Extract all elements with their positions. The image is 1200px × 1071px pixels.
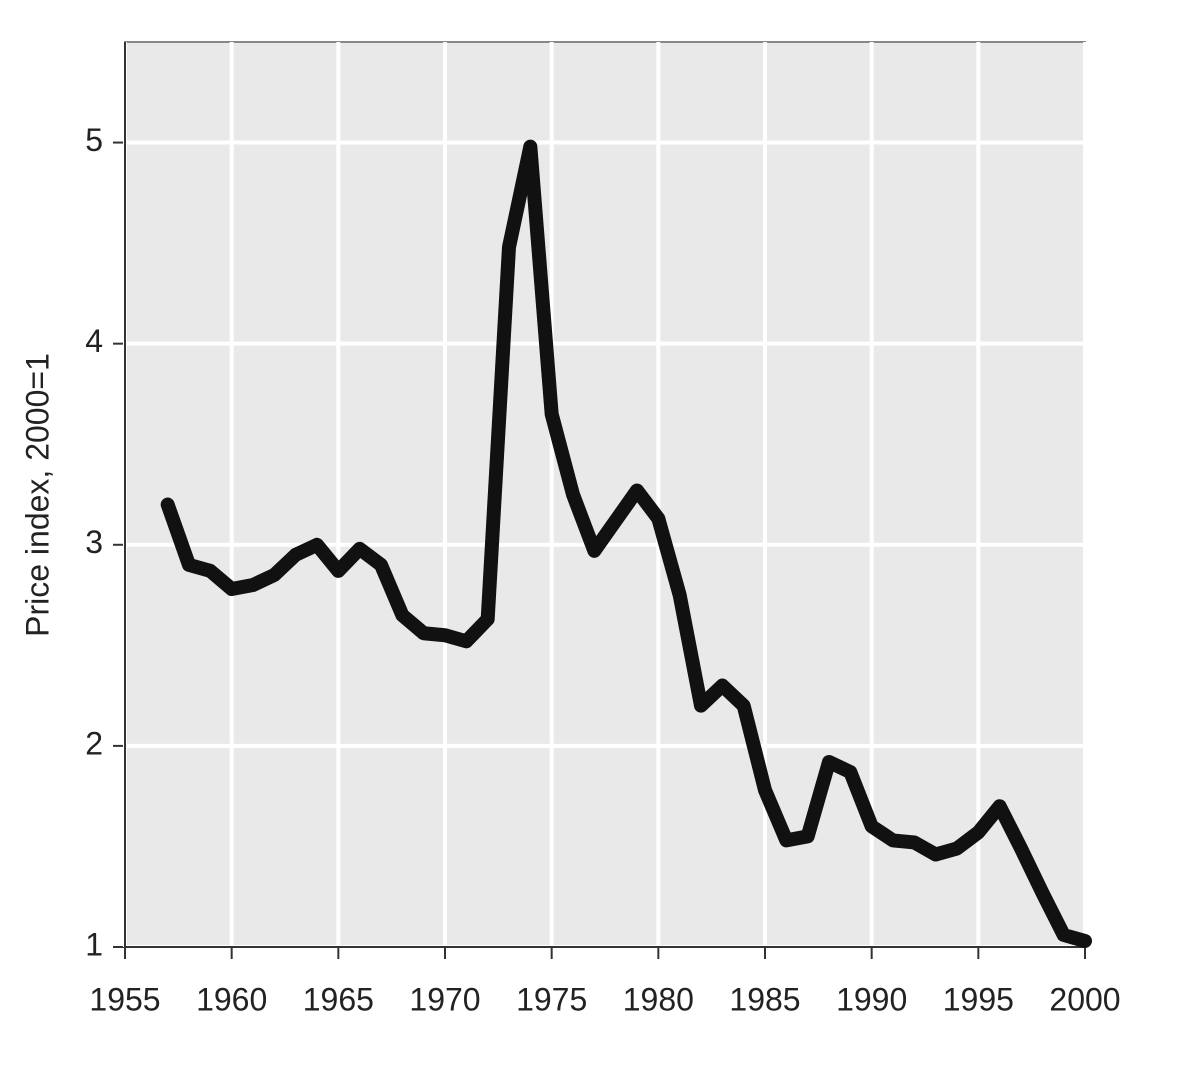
y-tick-label: 3: [85, 524, 103, 560]
x-tick-label: 1960: [196, 981, 267, 1017]
x-tick-label: 1965: [303, 981, 374, 1017]
data-line: [160, 139, 1092, 948]
y-tick-label: 2: [85, 725, 103, 761]
x-tick-label: 1980: [623, 981, 694, 1017]
y-tick-label: 5: [85, 122, 103, 158]
x-tick-label: 1970: [409, 981, 480, 1017]
y-axis-label: Price index, 2000=1: [19, 353, 55, 637]
x-tick-label: 1955: [89, 981, 160, 1017]
x-tick-label: 1990: [836, 981, 907, 1017]
x-tick-label: 2000: [1049, 981, 1120, 1017]
y-tick-label: 1: [85, 926, 103, 962]
x-tick-label: 1985: [729, 981, 800, 1017]
x-tick-label: 1995: [943, 981, 1014, 1017]
plot-area: [124, 41, 1086, 948]
y-tick-label: 4: [85, 323, 103, 359]
x-tick-label: 1975: [516, 981, 587, 1017]
